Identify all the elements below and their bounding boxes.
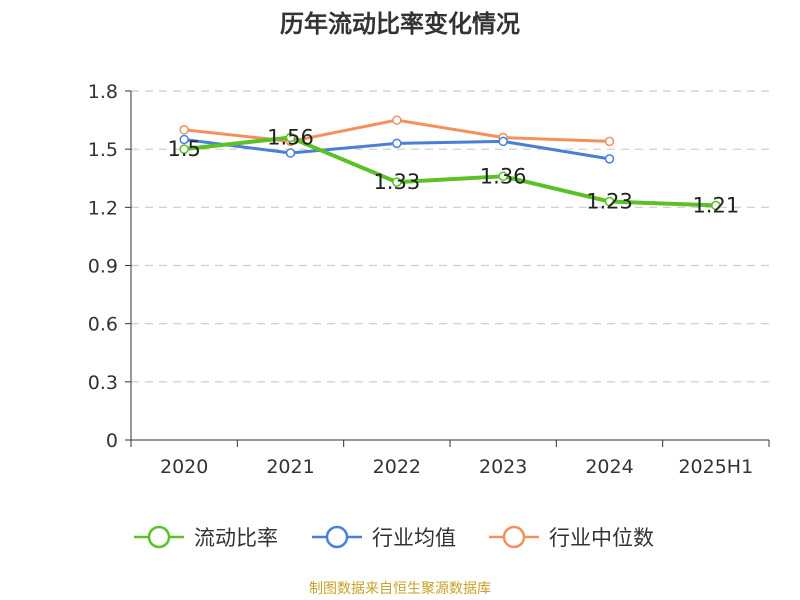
x-tick-label: 2020	[160, 456, 208, 478]
data-point[interactable]	[285, 148, 296, 158]
legend-label: 行业均值	[372, 526, 456, 550]
data-point[interactable]	[604, 196, 615, 207]
data-source-note: 制图数据来自恒生聚源数据库	[309, 581, 491, 597]
data-point[interactable]	[392, 115, 402, 125]
legend[interactable]: 流动比率 行业均值 行业中位数	[134, 525, 654, 550]
series-line	[183, 135, 716, 208]
x-tick-label: 2022	[373, 456, 421, 478]
data-point[interactable]	[179, 144, 189, 154]
x-tick-label: 2025H1	[678, 456, 753, 478]
legend-marker-icon	[325, 525, 349, 549]
y-tick-label: 0	[106, 430, 118, 452]
legend-marker-icon	[147, 525, 171, 549]
legend-item[interactable]: 行业均值	[312, 525, 456, 550]
data-point[interactable]	[392, 177, 402, 187]
data-label: 1.56	[267, 126, 314, 150]
x-tick-label: 2023	[479, 456, 527, 478]
y-tick-label: 1.5	[88, 139, 118, 161]
series-2	[179, 134, 615, 164]
y-tick-label: 0.3	[88, 372, 118, 394]
x-tick-label: 2021	[266, 456, 314, 478]
legend-marker-icon	[502, 525, 526, 549]
data-point[interactable]	[711, 200, 721, 211]
data-point[interactable]	[179, 125, 189, 135]
legend-label: 行业中位数	[549, 526, 654, 550]
data-labels: 1.5 1.56 1.33 1.36 1.23 1.21	[167, 126, 739, 218]
data-label: 1.5	[167, 137, 200, 161]
data-point[interactable]	[604, 136, 615, 147]
y-tick-label: 1.8	[88, 81, 118, 103]
y-tick-label: 0.9	[88, 256, 118, 278]
legend-item[interactable]: 流动比率	[134, 525, 278, 550]
x-tick-label: 2024	[585, 456, 633, 478]
data-point[interactable]	[392, 138, 402, 149]
chart-title: 历年流动比率变化情况	[280, 10, 520, 38]
axes: 0 0.3 0.6 0.9 1.2 1.5 1.8 2020 2021 2022 2023 2024 2…	[88, 81, 770, 478]
y-tick-label: 0.6	[88, 314, 118, 336]
legend-item[interactable]: 行业中位数	[489, 525, 654, 550]
data-point[interactable]	[604, 154, 615, 164]
data-label: 1.36	[480, 164, 527, 188]
data-label: 1.23	[586, 190, 633, 214]
data-label: 1.33	[373, 170, 420, 194]
data-label: 1.21	[692, 193, 739, 217]
series-1	[179, 132, 721, 211]
y-tick-label: 1.2	[88, 197, 118, 219]
data-point[interactable]	[285, 132, 296, 143]
series-lines	[179, 115, 721, 211]
data-point[interactable]	[498, 136, 508, 147]
data-point[interactable]	[179, 134, 189, 145]
data-point[interactable]	[498, 171, 508, 182]
legend-label: 流动比率	[194, 526, 278, 550]
